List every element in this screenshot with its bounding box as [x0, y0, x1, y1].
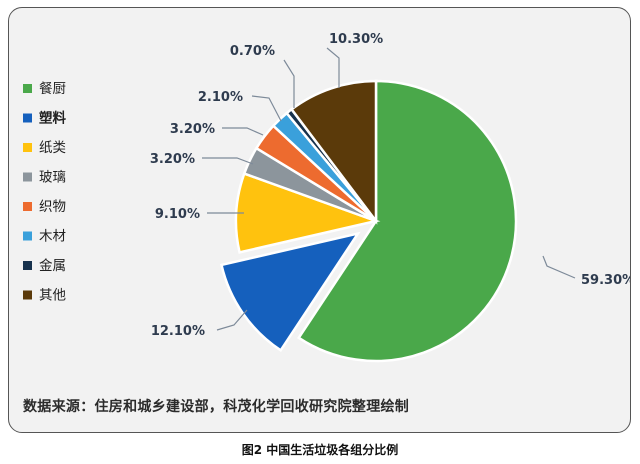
- legend-swatch-1: [23, 84, 32, 93]
- legend-label-7: 金属: [39, 258, 66, 274]
- legend-label-8: 其他: [39, 288, 66, 304]
- legend-swatch-6: [23, 231, 32, 241]
- legend-swatch-5: [23, 202, 32, 211]
- leader-line-4: [202, 157, 254, 165]
- legend-label-3: 纸类: [39, 140, 66, 156]
- data-label-8: 10.30%: [329, 32, 383, 47]
- data-label-4: 3.20%: [150, 152, 195, 167]
- legend-swatch-3: [23, 143, 32, 152]
- legend-label-1: 餐厨: [39, 81, 66, 97]
- pie-slice-1: [297, 79, 518, 363]
- legend-label-2: 塑料: [39, 110, 66, 127]
- source-note: 数据来源：住房和城乡建设部，科茂化学回收研究院整理绘制: [23, 399, 410, 415]
- leader-line-5: [222, 127, 264, 136]
- legend-label-6: 木材: [39, 229, 66, 245]
- data-label-7: 0.70%: [230, 44, 275, 59]
- data-label-6: 2.10%: [198, 90, 243, 105]
- chart-panel: 59.30% 12.10% 9.10% 3.20% 3.20% 2.10% 0.70% 10.…: [8, 7, 631, 433]
- leader-line-2: [216, 309, 248, 331]
- legend-label-5: 织物: [39, 199, 66, 215]
- data-label-3: 9.10%: [155, 207, 200, 222]
- legend-label-4: 玻璃: [39, 169, 66, 186]
- data-label-2: 12.10%: [151, 324, 205, 339]
- legend-swatch-7: [23, 261, 32, 270]
- legend-swatch-2: [23, 113, 32, 123]
- legend-swatch-4: [23, 172, 32, 182]
- leader-line-7: [283, 59, 295, 108]
- data-label-1: 59.30%: [581, 273, 631, 288]
- legend-swatch-8: [23, 290, 32, 300]
- data-label-5: 3.20%: [170, 122, 215, 137]
- pie-chart: 59.30% 12.10% 9.10% 3.20% 3.20% 2.10% 0.70% 10.…: [23, 32, 631, 363]
- pie-slice-2: [219, 231, 361, 353]
- leader-line-6: [251, 95, 282, 122]
- leader-line-1: [542, 255, 576, 279]
- figure-caption: 图2 中国生活垃圾各组分比例: [241, 443, 399, 457]
- leader-line-8: [326, 47, 340, 88]
